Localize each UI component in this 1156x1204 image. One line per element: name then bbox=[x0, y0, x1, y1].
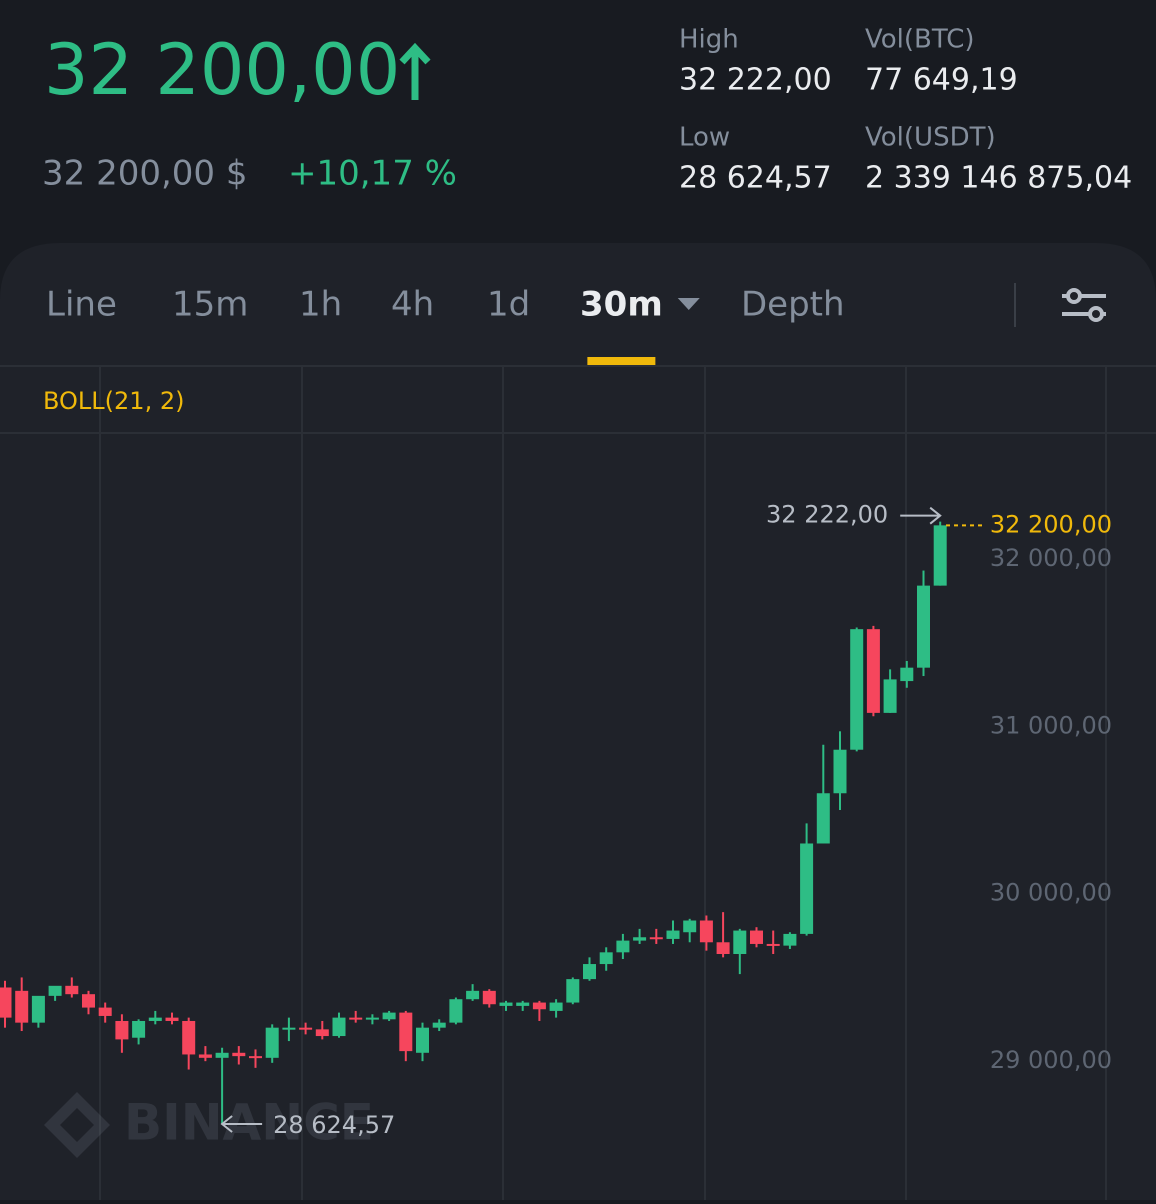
candle-body bbox=[766, 943, 780, 946]
high-label: 32 222,00 bbox=[766, 501, 888, 529]
up-arrow bbox=[399, 42, 431, 100]
candle-body bbox=[783, 933, 797, 946]
price: 32 200,00 bbox=[44, 29, 400, 111]
candle-body bbox=[816, 793, 830, 844]
candle-body bbox=[549, 1002, 563, 1011]
candle-body bbox=[649, 937, 663, 940]
low-arrow bbox=[220, 1115, 263, 1133]
candle-body bbox=[299, 1027, 313, 1030]
candle-body bbox=[499, 1002, 513, 1006]
tab[interactable]: 1d bbox=[487, 285, 530, 325]
candle-body bbox=[733, 930, 747, 954]
candle-body bbox=[466, 990, 480, 1000]
stat-value: 2 339 146 875,04 bbox=[865, 161, 1132, 196]
candle-body bbox=[449, 999, 463, 1023]
tab[interactable]: 15m bbox=[172, 285, 248, 325]
candle-body bbox=[282, 1027, 296, 1030]
candle-body bbox=[82, 994, 95, 1008]
change: +10,17 % bbox=[288, 154, 457, 194]
candle-body bbox=[833, 749, 847, 794]
vertical-grid bbox=[99, 366, 1107, 1200]
candle-body bbox=[516, 1002, 530, 1006]
candle-body bbox=[48, 985, 62, 996]
candle-body bbox=[315, 1029, 329, 1037]
candle-body bbox=[249, 1056, 262, 1059]
price-usd: 32 200,00 $ bbox=[42, 154, 247, 194]
candle-body bbox=[900, 667, 914, 682]
candle-body bbox=[349, 1017, 363, 1020]
candle-body bbox=[148, 1017, 162, 1021]
candle-body bbox=[683, 920, 697, 933]
settings-icon[interactable] bbox=[1062, 288, 1106, 322]
y-tick-label: 30 000,00 bbox=[990, 879, 1112, 907]
stat-value: 32 222,00 bbox=[679, 63, 832, 98]
candle-body bbox=[866, 629, 880, 713]
candle-body bbox=[382, 1012, 396, 1020]
indicator-label: BOLL(21, 2) bbox=[43, 387, 184, 415]
candle-body bbox=[182, 1020, 196, 1055]
candle-body bbox=[532, 1002, 546, 1010]
watermark-text: BINANCE bbox=[124, 1094, 374, 1152]
stat-value: 77 649,19 bbox=[865, 63, 1018, 98]
candle-body bbox=[365, 1017, 379, 1020]
candle-body bbox=[98, 1007, 112, 1016]
candle-body bbox=[232, 1052, 246, 1057]
candle-body bbox=[31, 995, 45, 1023]
candle-body bbox=[583, 964, 596, 980]
tab[interactable]: Depth bbox=[741, 285, 845, 325]
candle-body bbox=[633, 937, 647, 941]
candle-body bbox=[132, 1020, 146, 1038]
candle-body bbox=[115, 1020, 129, 1040]
candle-body bbox=[432, 1022, 446, 1028]
stat-value: 28 624,57 bbox=[679, 161, 832, 196]
candle-body bbox=[165, 1017, 179, 1021]
active-underline bbox=[587, 357, 656, 365]
tab-bar: Line 15m 1h 4h 1d 30m Depth bbox=[46, 285, 845, 365]
candle-body bbox=[666, 930, 680, 939]
stat-label: High bbox=[679, 25, 739, 55]
candle-body bbox=[716, 942, 730, 954]
high-arrow bbox=[900, 506, 942, 525]
y-tick-label: 29 000,00 bbox=[990, 1046, 1112, 1074]
candle-body bbox=[599, 952, 613, 965]
candle-body bbox=[699, 920, 713, 943]
stat-label: Low bbox=[679, 123, 730, 153]
candle-body bbox=[15, 990, 29, 1023]
candle-body bbox=[883, 679, 897, 713]
candle-body bbox=[332, 1017, 346, 1037]
tab[interactable]: 1h bbox=[299, 285, 342, 325]
y-tick-label: 31 000,00 bbox=[990, 711, 1112, 739]
tab[interactable]: 4h bbox=[391, 285, 434, 325]
candle-body bbox=[65, 985, 79, 995]
candle-body bbox=[482, 990, 496, 1005]
last-price-label: 32 200,00 bbox=[990, 510, 1112, 538]
chart-panel bbox=[0, 243, 1156, 1200]
candle-body bbox=[198, 1054, 212, 1058]
watermark: BINANCE bbox=[44, 1092, 374, 1158]
candle-body bbox=[750, 930, 763, 944]
stat-label: Vol(USDT) bbox=[865, 123, 996, 153]
candle-body bbox=[616, 940, 630, 953]
candle-body bbox=[933, 525, 947, 586]
dropdown-caret bbox=[677, 298, 700, 310]
candle-body bbox=[800, 843, 814, 934]
candle-body bbox=[416, 1027, 429, 1053]
y-tick-label: 32 000,00 bbox=[990, 544, 1112, 572]
stat-label: Vol(BTC) bbox=[865, 25, 975, 55]
candle-body bbox=[850, 629, 864, 750]
candle-body bbox=[566, 979, 580, 1003]
candle-body bbox=[215, 1052, 229, 1058]
candle-body bbox=[917, 585, 930, 668]
candle-body bbox=[265, 1027, 279, 1058]
tab[interactable]: Line bbox=[46, 285, 117, 325]
candle-body bbox=[399, 1012, 413, 1052]
tab[interactable]: 30m bbox=[580, 285, 663, 325]
candle-body bbox=[0, 987, 12, 1018]
low-label: 28 624,57 bbox=[273, 1111, 395, 1139]
